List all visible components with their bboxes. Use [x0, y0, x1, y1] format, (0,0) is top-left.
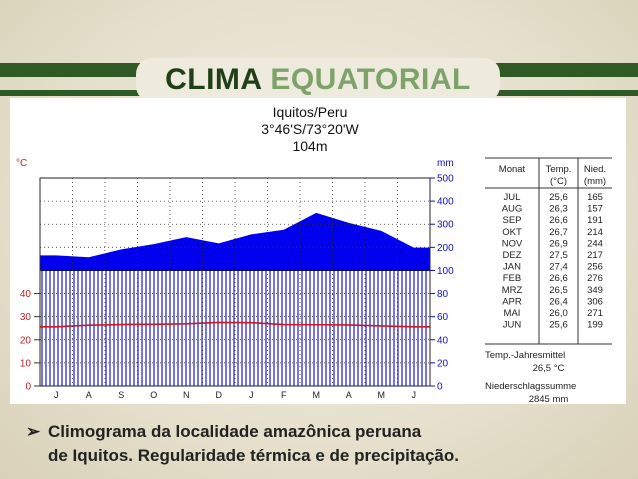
table-header: Temp. [546, 164, 572, 175]
month-label: M [313, 390, 321, 400]
climate-chart-figure: Iquitos/Peru 3°46'S/73°20'W 104m °C mm 0… [10, 98, 626, 404]
month-label: A [346, 390, 352, 400]
table-cell: 271 [587, 308, 603, 319]
title-word-equatorial: EQUATORIAL [270, 63, 471, 96]
annual-precip-value: 2845 mm [529, 394, 569, 404]
table-cell: JAN [503, 262, 521, 273]
table-header: Monat [499, 164, 526, 175]
table-cell: 26,4 [549, 296, 568, 307]
table-cell: NOV [502, 238, 523, 249]
table-cell: 244 [587, 238, 603, 249]
right-tick-label: 500 [437, 174, 454, 185]
precipitation-area [40, 212, 430, 271]
left-unit-label: °C [16, 158, 27, 169]
climograph-svg: °C mm 010203040020406080100200300400500J… [16, 157, 612, 404]
table-header: Nied. [584, 164, 606, 175]
month-label: A [86, 390, 92, 400]
chart-title: Iquitos/Peru [272, 104, 348, 120]
table-cell: 26,0 [549, 308, 568, 319]
month-label: M [378, 390, 386, 400]
month-label: O [150, 390, 157, 400]
table-cell: 25,6 [549, 192, 568, 203]
bullet-arrow-icon: ➢ [26, 422, 41, 441]
table-cell: FEB [503, 273, 521, 284]
table-cell: 191 [587, 215, 603, 226]
left-tick-label: 10 [20, 358, 32, 369]
right-tick-label: 100 [437, 266, 454, 277]
left-tick-label: 40 [20, 289, 32, 300]
table-cell: 214 [587, 227, 603, 238]
table-cell: 349 [587, 285, 603, 296]
chart-coordinates: 3°46'S/73°20'W [261, 121, 359, 137]
table-cell: SEP [502, 215, 521, 226]
climate-data-table: Monat Temp. Nied. (°C) (mm) JUL 25,6 165 AUG 26,3… [485, 157, 612, 404]
annual-temp-value: 26,5 °C [533, 363, 565, 374]
table-cell: 27,4 [549, 262, 568, 273]
month-label: J [249, 390, 254, 400]
right-unit-label: mm [437, 158, 454, 169]
table-cell: DEZ [503, 250, 522, 261]
month-label: F [281, 390, 287, 400]
annual-temp-label: Temp.-Jahresmittel [485, 350, 565, 361]
month-label: J [412, 390, 417, 400]
table-cell: 217 [587, 250, 603, 261]
right-tick-label: 20 [437, 358, 449, 369]
title-word-clima: CLIMA [165, 63, 262, 96]
table-subheader: (mm) [584, 176, 606, 187]
table-cell: 26,3 [549, 204, 568, 215]
left-tick-label: 0 [25, 382, 31, 393]
table-cell: 26,6 [549, 273, 568, 284]
table-cell: OKT [502, 227, 522, 238]
left-tick-label: 30 [20, 312, 32, 323]
caption-line-1: Climograma da localidade amazônica perua… [48, 422, 422, 441]
left-tick-label: 20 [20, 335, 32, 346]
table-cell: MAI [504, 308, 521, 319]
table-cell: 306 [587, 296, 603, 307]
right-tick-label: 80 [437, 289, 449, 300]
table-cell: 157 [587, 204, 603, 215]
table-cell: AUG [502, 204, 523, 215]
month-label: D [216, 390, 223, 400]
table-cell: 256 [587, 262, 603, 273]
right-tick-label: 60 [437, 312, 449, 323]
table-cell: 276 [587, 273, 603, 284]
slide-title: CLIMA EQUATORIAL [136, 62, 500, 98]
caption-bullet: ➢ Climograma da localidade amazônica peru… [26, 420, 459, 468]
table-cell: 199 [587, 320, 603, 331]
table-cell: JUL [504, 192, 521, 203]
right-tick-label: 0 [437, 382, 443, 393]
table-cell: 26,7 [549, 227, 568, 238]
right-tick-label: 200 [437, 243, 454, 254]
table-cell: APR [502, 296, 522, 307]
right-tick-label: 400 [437, 197, 454, 208]
annual-precip-label: Niederschlagssumme [485, 381, 576, 392]
right-tick-label: 300 [437, 220, 454, 231]
month-label: S [118, 390, 124, 400]
table-cell: 165 [587, 192, 603, 203]
table-subheader: (°C) [550, 176, 567, 187]
table-cell: 25,6 [549, 320, 568, 331]
chart-altitude: 104m [292, 138, 328, 154]
caption-line-2: de Iquitos. Regularidade térmica e de pr… [48, 446, 459, 465]
table-cell: MRZ [502, 285, 523, 296]
month-label: N [183, 390, 190, 400]
title-frame [136, 58, 500, 102]
table-cell: 26,6 [549, 215, 568, 226]
month-label: J [54, 390, 59, 400]
table-cell: 26,9 [549, 238, 568, 249]
right-tick-label: 40 [437, 335, 449, 346]
table-cell: 26,5 [549, 285, 568, 296]
table-cell: JUN [503, 320, 522, 331]
table-cell: 27,5 [549, 250, 568, 261]
